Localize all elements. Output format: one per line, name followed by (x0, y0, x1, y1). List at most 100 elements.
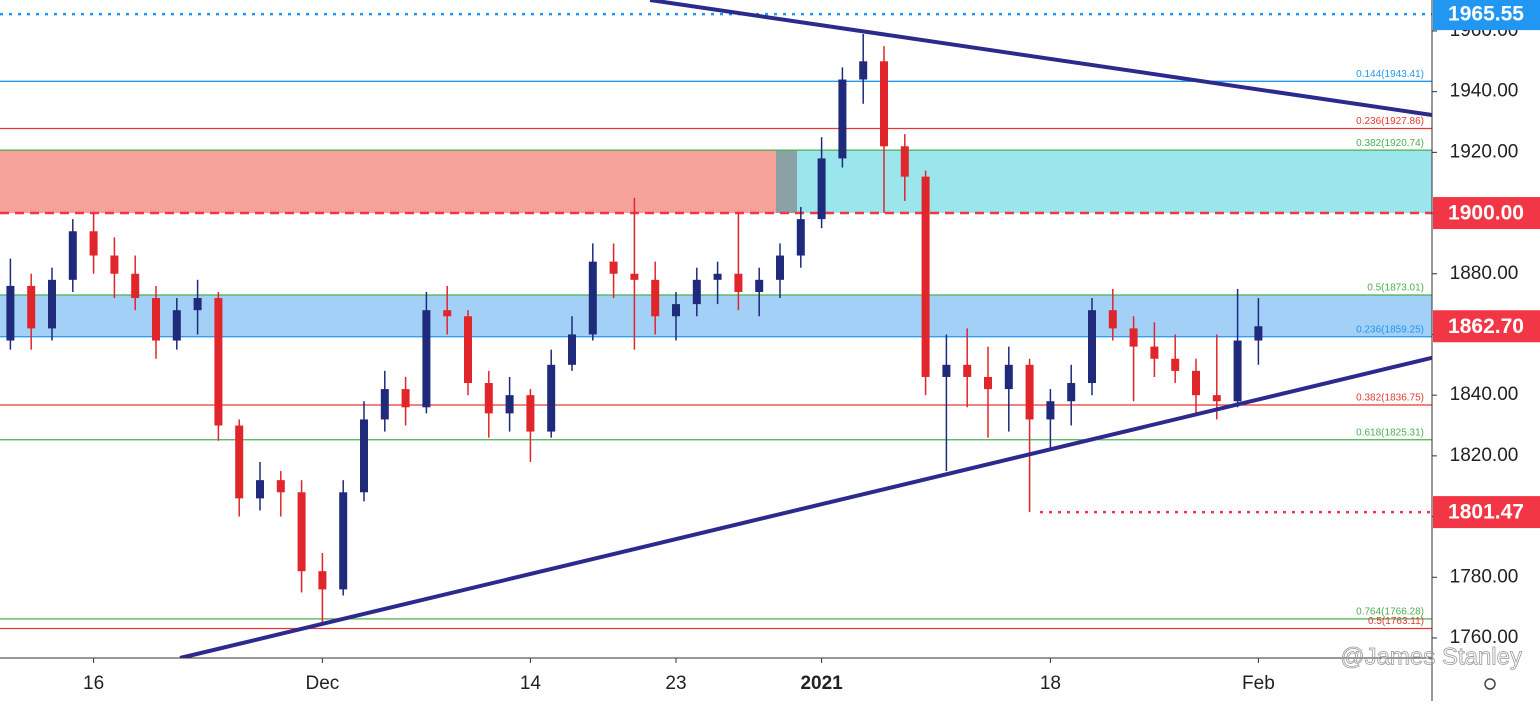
y-tick-label: 1760.00 (1450, 627, 1519, 648)
candle-body (1067, 383, 1076, 402)
candle-body (776, 255, 784, 280)
price-badge-label: 1900.00 (1448, 202, 1524, 225)
candle-body (672, 304, 680, 317)
y-tick-label: 1940.00 (1450, 81, 1519, 102)
candle-body (755, 279, 764, 292)
fib-label: 0.236(1859.25) (1356, 324, 1424, 335)
y-tick-label: 1920.00 (1450, 141, 1519, 162)
candle-body (547, 364, 556, 432)
candle-body (880, 61, 888, 147)
candle-body (900, 146, 909, 177)
candle-body (360, 419, 368, 493)
price-badge-label: 1862.70 (1448, 315, 1524, 338)
candle-body (276, 480, 285, 493)
x-tick-label: Dec (306, 673, 340, 694)
zone (0, 294, 1432, 337)
candle-body (1233, 340, 1242, 402)
y-tick-label: 1780.00 (1450, 566, 1519, 587)
candle-body (256, 480, 264, 499)
trend-line (179, 355, 1433, 660)
candle-body (380, 389, 389, 420)
candle-body (339, 492, 348, 590)
candle-body (1192, 370, 1200, 396)
candle-body (963, 364, 972, 377)
y-tick-label: 1840.00 (1450, 384, 1519, 405)
candle-body (401, 389, 410, 408)
fib-label: 0.382(1920.74) (1356, 138, 1424, 149)
y-tick-label: 1880.00 (1450, 263, 1519, 284)
x-tick-label: 2021 (800, 673, 843, 694)
price-badge (1433, 197, 1540, 230)
candle-body (838, 79, 847, 159)
fib-label: 0.382(1836.75) (1356, 393, 1424, 404)
candle-body (1171, 358, 1180, 371)
candle-body (6, 285, 15, 341)
time-axis-bg (0, 658, 1432, 701)
candle-body (526, 395, 535, 432)
price-axis-bg (1432, 0, 1540, 701)
candle-body (1088, 310, 1096, 384)
candle-body (131, 273, 140, 299)
candle-body (651, 279, 660, 317)
candle-body (1108, 310, 1117, 329)
candle-body (796, 219, 805, 256)
zone (0, 150, 797, 214)
candle-body (859, 61, 868, 80)
candle-body (1129, 328, 1138, 347)
x-tick-label: Feb (1242, 673, 1275, 694)
candle-body (692, 279, 701, 305)
zone-overlap (776, 150, 797, 214)
candle-body (713, 273, 722, 280)
candle-body (318, 571, 327, 590)
price-badge-label: 1801.47 (1448, 501, 1524, 524)
fib-label: 0.236(1927.86) (1356, 116, 1424, 127)
candle-body (1212, 395, 1221, 402)
candle-body (588, 261, 597, 335)
candle-body (68, 231, 77, 280)
fib-label: 0.764(1766.28) (1356, 607, 1424, 618)
watermark: @James Stanley (1340, 643, 1522, 670)
candle-body (443, 310, 452, 317)
candle-body (297, 492, 306, 572)
candle-body (1046, 401, 1055, 420)
fib-label: 0.618(1825.31) (1356, 427, 1424, 438)
candle-body (505, 395, 514, 414)
candle-body (984, 376, 992, 390)
candle-body (1025, 364, 1034, 420)
candle-body (568, 334, 576, 365)
candle-body (110, 255, 119, 274)
candle-body (942, 364, 951, 377)
candle-body (172, 310, 181, 341)
candle-body (152, 298, 160, 341)
candle-body (1254, 326, 1263, 341)
x-tick-label: 16 (83, 673, 104, 694)
candle-body (48, 279, 56, 329)
candle-body (921, 176, 930, 377)
candle-body (1004, 364, 1013, 390)
candle-body (214, 298, 223, 426)
candle-body (193, 298, 202, 311)
y-tick-label: 1820.00 (1450, 445, 1519, 466)
candle-body (89, 231, 98, 256)
trend-line (649, 0, 1433, 118)
zone (776, 150, 1432, 214)
x-tick-label: 14 (520, 673, 542, 694)
price-badge-label: 1965.55 (1448, 3, 1524, 26)
candle-body (27, 285, 36, 329)
candle-body (484, 383, 493, 414)
candle-body (422, 310, 431, 408)
fib-label: 0.5(1873.01) (1367, 283, 1424, 294)
price-badge (1433, 496, 1540, 529)
candle-body (609, 261, 618, 274)
fib-label: 0.5(1763.11) (1368, 616, 1424, 627)
price-badge (1433, 0, 1540, 31)
candle-body (734, 273, 743, 292)
candle-body (235, 425, 244, 499)
candle-body (1150, 346, 1159, 359)
x-tick-label: 18 (1040, 673, 1061, 694)
settings-icon[interactable] (1484, 678, 1496, 690)
x-tick-label: 23 (665, 673, 686, 694)
